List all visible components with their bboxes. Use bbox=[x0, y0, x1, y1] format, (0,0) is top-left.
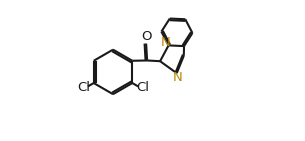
Text: O: O bbox=[141, 30, 151, 43]
Text: Cl: Cl bbox=[136, 81, 149, 94]
Text: N: N bbox=[160, 36, 170, 49]
Text: Cl: Cl bbox=[77, 81, 90, 94]
Text: N: N bbox=[173, 71, 182, 84]
